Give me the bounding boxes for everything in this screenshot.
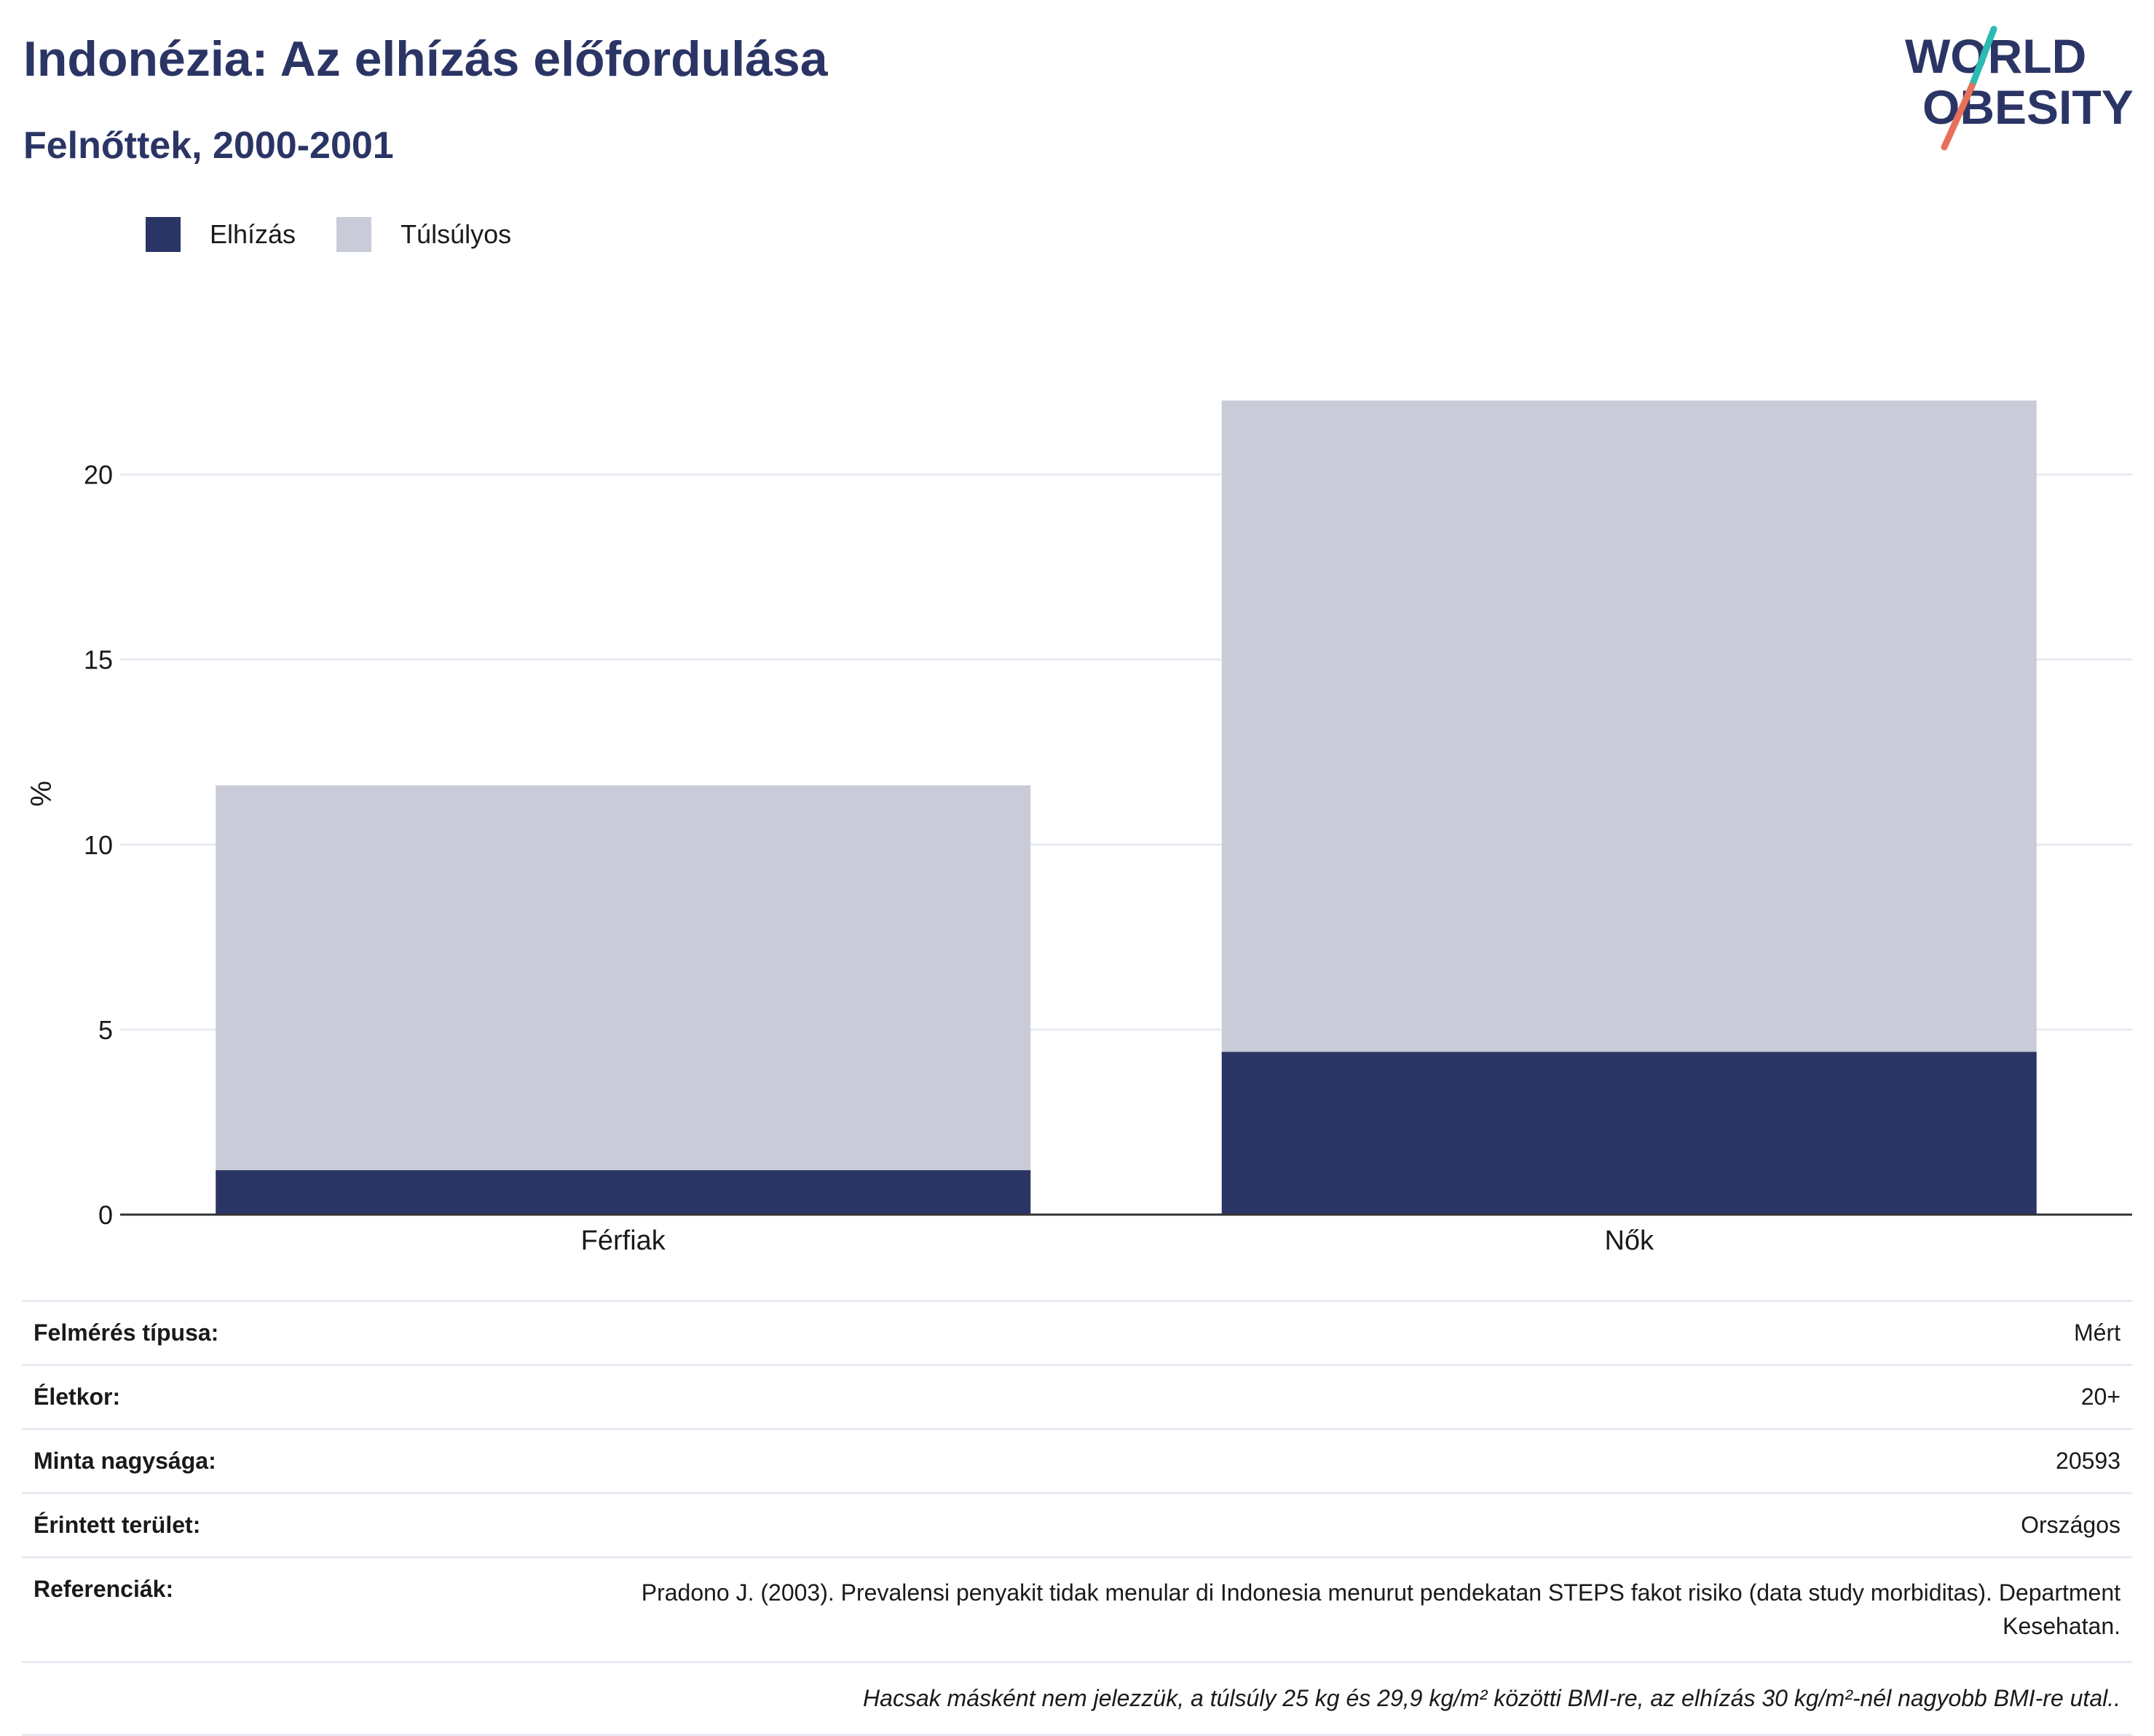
logo-slash-coral xyxy=(1941,82,1976,151)
world-obesity-logo: WORLD OBESITY xyxy=(1905,25,2134,151)
legend-item-overweight[interactable]: Túlsúlyos xyxy=(336,217,511,252)
bmi-definition-note: Hacsak másként nem jelezzük, a túlsúly 2… xyxy=(22,1660,2132,1736)
info-value: Mért xyxy=(555,1300,2132,1365)
info-row-survey-type: Felmérés típusa: Mért xyxy=(22,1300,2132,1365)
logo-line1: WORLD xyxy=(1905,29,2086,83)
axes: 0 5 10 15 20% Férfiak Nők xyxy=(25,460,2132,1252)
survey-info-table: Felmérés típusa: Mért Életkor: 20+ Minta… xyxy=(22,1300,2132,1736)
legend-label-overweight: Túlsúlyos xyxy=(401,219,512,249)
chart-legend: Elhízás Túlsúlyos xyxy=(146,217,552,252)
legend-label-obesity: Elhízás xyxy=(210,219,296,249)
info-key: Életkor: xyxy=(22,1364,555,1429)
info-key: Minta nagysága: xyxy=(22,1428,555,1494)
bar-overweight xyxy=(216,785,1031,1171)
info-value: 20593 xyxy=(555,1428,2132,1494)
info-row-sample-size: Minta nagysága: 20593 xyxy=(22,1428,2132,1494)
x-tick-label: Férfiak xyxy=(581,1226,666,1252)
info-key: Felmérés típusa: xyxy=(22,1300,555,1365)
bars xyxy=(216,401,2037,1215)
logo-slash-teal xyxy=(1968,25,1997,90)
info-row-area: Érintett terület: Országos xyxy=(22,1492,2132,1558)
bar-overweight xyxy=(1221,401,2037,1052)
info-value: Pradono J. (2003). Prevalensi penyakit t… xyxy=(555,1556,2132,1662)
y-axis-label: % xyxy=(25,781,58,807)
info-key: Referenciák: xyxy=(22,1556,555,1662)
x-tick-label: Nők xyxy=(1604,1226,1654,1252)
info-row-references: Referenciák: Pradono J. (2003). Prevalen… xyxy=(22,1556,2132,1662)
y-tick-label: 10 xyxy=(84,830,113,860)
y-tick-label: 20 xyxy=(84,460,113,490)
page-subtitle: Felnőttek, 2000-2001 xyxy=(23,125,394,167)
info-value: Országos xyxy=(555,1492,2132,1558)
bar-obesity xyxy=(216,1170,1031,1215)
y-tick-label: 15 xyxy=(84,645,113,675)
info-row-note: Hacsak másként nem jelezzük, a túlsúly 2… xyxy=(22,1660,2132,1736)
legend-swatch-obesity xyxy=(146,217,181,252)
stacked-bar-chart: 0 5 10 15 20% Férfiak Nők xyxy=(25,401,2132,1252)
info-key: Érintett terület: xyxy=(22,1492,555,1558)
bar-obesity xyxy=(1221,1052,2037,1215)
y-tick-label: 0 xyxy=(98,1200,113,1230)
page-title: Indonézia: Az elhízás előfordulása xyxy=(23,31,828,87)
info-value: 20+ xyxy=(555,1364,2132,1429)
legend-swatch-overweight xyxy=(336,217,372,252)
legend-item-obesity[interactable]: Elhízás xyxy=(146,217,296,252)
info-row-age: Életkor: 20+ xyxy=(22,1364,2132,1429)
y-tick-label: 5 xyxy=(98,1015,113,1045)
